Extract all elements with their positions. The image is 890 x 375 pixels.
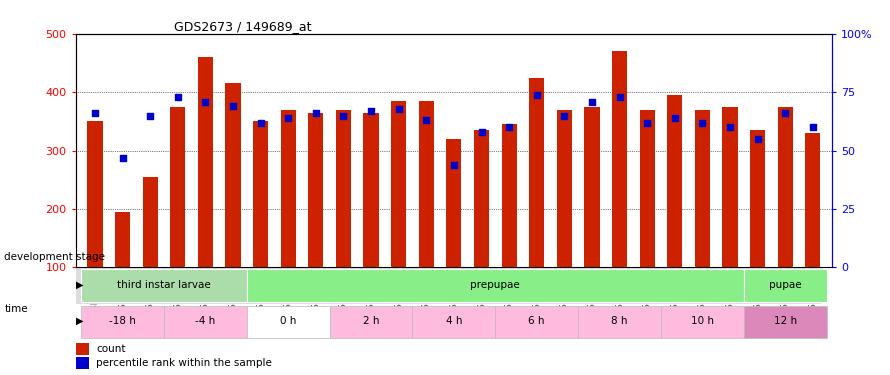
Bar [336, 110, 351, 267]
Bar [530, 78, 545, 267]
Point [447, 162, 461, 168]
Text: ▶: ▶ [76, 316, 84, 326]
Bar [805, 133, 821, 267]
Point [281, 115, 295, 121]
Bar [744, 269, 827, 302]
Bar [391, 101, 406, 267]
Point [585, 99, 599, 105]
Bar [612, 51, 627, 267]
Text: 2 h: 2 h [363, 316, 379, 326]
Bar [496, 306, 578, 338]
Bar [661, 306, 744, 338]
Bar [557, 110, 572, 267]
Bar [87, 122, 102, 267]
Point [143, 112, 158, 118]
Point [668, 115, 682, 121]
Point [805, 124, 820, 130]
Text: 0 h: 0 h [280, 316, 296, 326]
Bar [280, 110, 295, 267]
Text: 10 h: 10 h [691, 316, 714, 326]
Bar [308, 112, 323, 267]
Bar [253, 122, 268, 267]
Bar [668, 95, 683, 267]
Point [254, 120, 268, 126]
Text: -4 h: -4 h [195, 316, 215, 326]
Point [116, 154, 130, 160]
Bar [115, 212, 130, 267]
Point [171, 94, 185, 100]
Point [364, 108, 378, 114]
Text: time: time [4, 304, 28, 314]
Text: third instar larvae: third instar larvae [117, 280, 211, 290]
Text: 8 h: 8 h [611, 316, 627, 326]
Point [336, 112, 351, 118]
Text: development stage: development stage [4, 252, 105, 262]
Point [723, 124, 737, 130]
Bar [247, 306, 329, 338]
Bar [695, 110, 710, 267]
Bar [76, 343, 89, 355]
Bar [170, 107, 185, 267]
Bar [142, 177, 158, 267]
Bar [164, 306, 247, 338]
Bar [225, 83, 240, 267]
Bar [585, 107, 600, 267]
Bar [198, 57, 213, 267]
Bar [418, 101, 434, 267]
Point [502, 124, 516, 130]
Text: 6 h: 6 h [529, 316, 545, 326]
Bar [81, 306, 164, 338]
Point [640, 120, 654, 126]
Point [226, 103, 240, 109]
Point [750, 136, 765, 142]
Point [88, 110, 102, 116]
Bar [412, 306, 496, 338]
Bar [446, 139, 462, 267]
Text: prepupae: prepupae [471, 280, 520, 290]
Bar [81, 269, 247, 302]
Bar [502, 124, 517, 267]
Point [474, 129, 489, 135]
Bar [578, 306, 661, 338]
Point [612, 94, 627, 100]
Point [530, 92, 544, 98]
Point [557, 112, 571, 118]
Point [419, 117, 433, 123]
Bar [76, 357, 89, 369]
Text: GDS2673 / 149689_at: GDS2673 / 149689_at [174, 20, 312, 33]
Bar [750, 130, 765, 267]
Point [198, 99, 213, 105]
Text: count: count [96, 344, 126, 354]
Bar [329, 306, 412, 338]
Text: 4 h: 4 h [446, 316, 462, 326]
Bar [640, 110, 655, 267]
Text: 12 h: 12 h [773, 316, 797, 326]
Point [309, 110, 323, 116]
Bar [473, 130, 490, 267]
Point [695, 120, 709, 126]
Bar [723, 107, 738, 267]
Text: percentile rank within the sample: percentile rank within the sample [96, 358, 272, 368]
Text: ▶: ▶ [76, 280, 84, 290]
Point [392, 105, 406, 111]
Bar [363, 112, 378, 267]
Bar [744, 306, 827, 338]
Bar [247, 269, 744, 302]
Point [778, 110, 792, 116]
Bar [778, 107, 793, 267]
Text: -18 h: -18 h [109, 316, 136, 326]
Text: pupae: pupae [769, 280, 802, 290]
